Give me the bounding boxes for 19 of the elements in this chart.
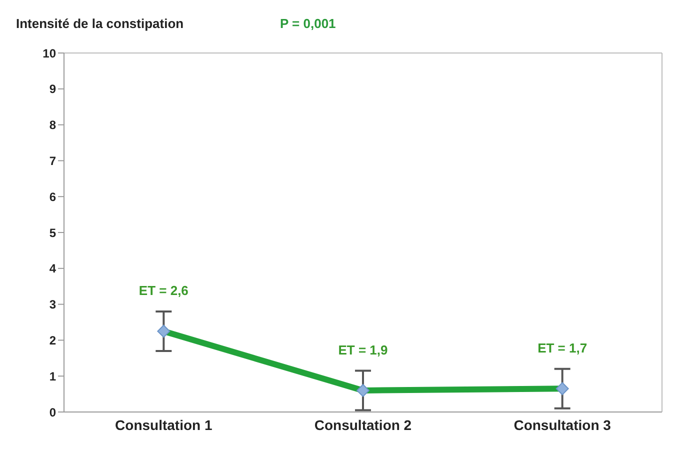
- y-tick-label: 6: [49, 190, 56, 204]
- annotation: ET = 1,7: [538, 340, 588, 356]
- x-tick-label: Consultation 2: [314, 416, 412, 433]
- y-tick-label: 3: [49, 298, 56, 312]
- y-tick-label: 4: [49, 262, 56, 276]
- y-tick-label: 8: [49, 118, 56, 132]
- text: P = 0,001: [280, 16, 336, 31]
- y-tick-label: 2: [49, 333, 56, 348]
- y-tick-label: 1: [49, 369, 56, 384]
- annotation: ET = 2,6: [138, 283, 188, 298]
- y-tick-label: 7: [49, 154, 56, 168]
- y-tick-label: 5: [49, 226, 56, 240]
- y-tick-label: 0: [49, 405, 56, 420]
- y-tick-label: 9: [49, 82, 56, 96]
- x-tick-label: Consultation 3: [514, 416, 612, 433]
- x-tick-label: Consultation 1: [115, 416, 212, 433]
- annotation: ET = 1,9: [338, 342, 388, 358]
- y-axis-title: Intensité de la constipation: [16, 16, 184, 31]
- y-tick-label: 10: [42, 46, 56, 60]
